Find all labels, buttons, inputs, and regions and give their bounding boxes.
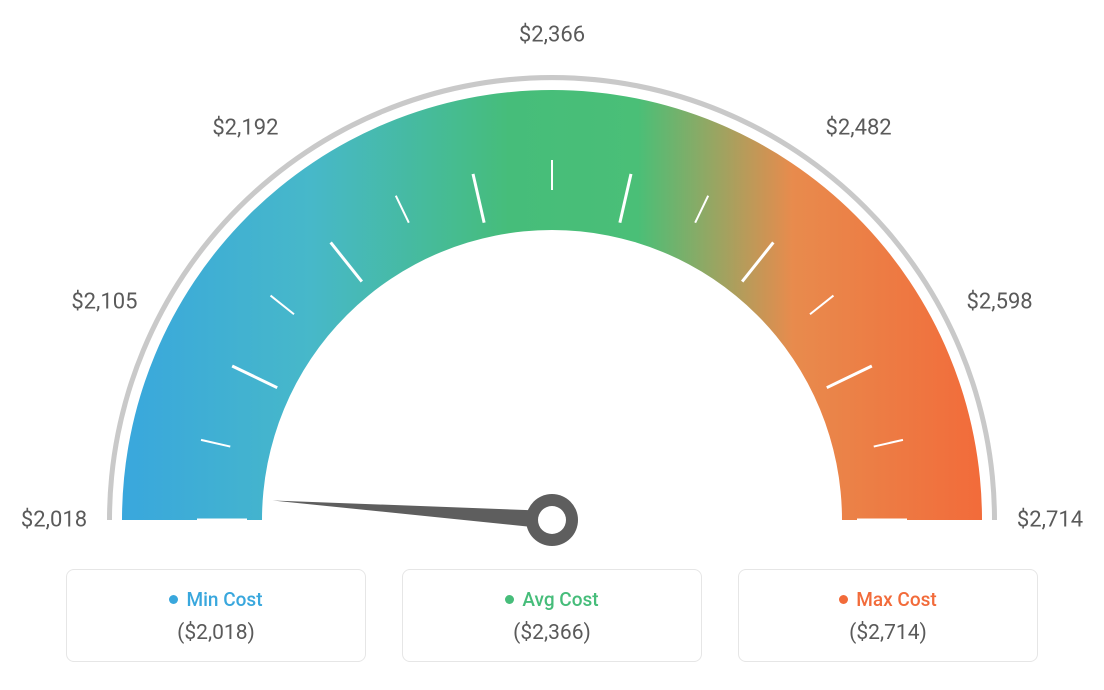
- needle-hub-hole: [538, 506, 566, 534]
- gauge-svg: [52, 20, 1052, 580]
- gauge-arc: [122, 90, 982, 520]
- legend-card-max: Max Cost ($2,714): [738, 569, 1038, 662]
- legend-title-text: Min Cost: [186, 588, 262, 611]
- legend-card-avg: Avg Cost ($2,366): [402, 569, 702, 662]
- gauge-tick-label: $2,482: [826, 115, 892, 140]
- legend-title-max: Max Cost: [839, 588, 936, 611]
- gauge-tick-label: $2,018: [21, 508, 87, 533]
- dot-icon: [169, 595, 178, 604]
- legend-title-min: Min Cost: [169, 588, 262, 611]
- legend-title-text: Max Cost: [856, 588, 936, 611]
- legend-row: Min Cost ($2,018) Avg Cost ($2,366) Max …: [66, 569, 1038, 662]
- cost-gauge: $2,018$2,105$2,192$2,366$2,482$2,598$2,7…: [52, 20, 1052, 580]
- legend-title-avg: Avg Cost: [505, 588, 598, 611]
- legend-value-min: ($2,018): [77, 621, 355, 645]
- gauge-tick-label: $2,714: [1017, 508, 1083, 533]
- gauge-tick-label: $2,105: [71, 289, 137, 314]
- legend-value-avg: ($2,366): [413, 621, 691, 645]
- dot-icon: [505, 595, 514, 604]
- gauge-tick-label: $2,598: [967, 289, 1033, 314]
- dot-icon: [839, 595, 848, 604]
- legend-title-text: Avg Cost: [522, 588, 598, 611]
- gauge-needle: [273, 500, 553, 529]
- gauge-tick-label: $2,192: [212, 115, 278, 140]
- gauge-tick-label: $2,366: [519, 23, 585, 48]
- legend-value-max: ($2,714): [749, 621, 1027, 645]
- legend-card-min: Min Cost ($2,018): [66, 569, 366, 662]
